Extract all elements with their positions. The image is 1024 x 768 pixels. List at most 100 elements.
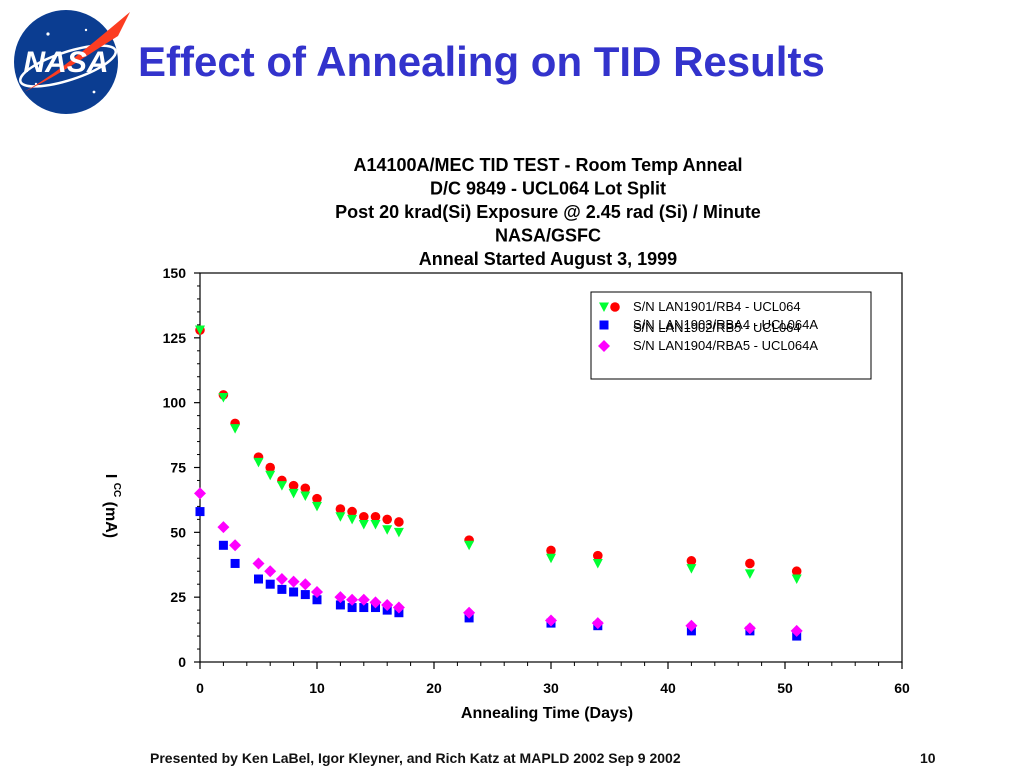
data-point-diamond [369, 596, 382, 609]
footer-text: Presented by Ken LaBel, Igor Kleyner, an… [150, 750, 681, 766]
data-point-triangle-down [546, 553, 556, 564]
nasa-logo: NASA [6, 4, 132, 121]
data-point-circle [312, 493, 322, 504]
x-tick-label: 20 [426, 680, 442, 696]
y-tick-label: 25 [170, 589, 186, 605]
x-tick-label: 60 [894, 680, 910, 696]
chart-title-line: Post 20 krad(Si) Exposure @ 2.45 rad (Si… [335, 202, 761, 222]
data-point-triangle-down [464, 540, 475, 551]
legend-marker [599, 320, 609, 330]
chart-title-line: A14100A/MEC TID TEST - Room Temp Anneal [353, 155, 742, 175]
legend-label: S/N LAN1902/RB5 - UCL064 [633, 320, 801, 335]
data-point-circle [546, 545, 556, 556]
data-point-square [230, 558, 240, 568]
data-point-triangle-down [230, 424, 241, 434]
data-point-triangle-down [195, 325, 205, 336]
y-tick-label: 0 [178, 654, 186, 670]
data-point-circle [265, 462, 276, 473]
data-point-diamond [545, 614, 557, 627]
data-point-triangle-down [288, 488, 299, 499]
data-point-diamond [299, 578, 312, 591]
data-point-circle [745, 558, 755, 569]
data-point-triangle-down [312, 501, 322, 512]
x-tick-label: 40 [660, 680, 676, 696]
legend-marker [598, 340, 610, 352]
legend-marker [610, 302, 620, 312]
data-point-diamond [194, 487, 206, 500]
data-point-square [195, 507, 205, 517]
data-point-circle [347, 506, 357, 517]
data-point-diamond [463, 606, 476, 619]
data-point-diamond [229, 539, 242, 552]
slide-title: Effect of Annealing on TID Results [138, 38, 825, 85]
data-point-diamond [311, 585, 323, 598]
data-point-diamond [790, 624, 803, 637]
data-point-circle [593, 550, 603, 561]
data-point-triangle-down [791, 574, 802, 585]
data-point-circle [394, 517, 404, 527]
data-point-triangle-down [276, 481, 287, 491]
data-point-triangle-down [358, 520, 369, 530]
chart-title-line: Anneal Started August 3, 1999 [419, 249, 677, 269]
y-axis-label: I CC (mA) [102, 474, 122, 538]
data-point-diamond [346, 593, 359, 606]
data-point-diamond [217, 521, 230, 534]
data-point-diamond [287, 575, 300, 588]
data-point-circle [359, 511, 369, 522]
data-point-diamond [252, 557, 265, 570]
data-point-triangle-down [592, 558, 603, 569]
data-point-diamond [275, 573, 288, 586]
y-tick-label: 150 [163, 265, 187, 281]
data-point-circle [370, 511, 381, 522]
data-point-diamond [381, 598, 394, 611]
x-tick-label: 50 [777, 680, 793, 696]
data-point-square [277, 584, 287, 594]
data-point-triangle-down [335, 512, 346, 522]
legend-label: S/N LAN1904/RBA5 - UCL064A [633, 338, 818, 353]
data-point-diamond [685, 619, 698, 632]
data-point-square [289, 587, 299, 597]
data-point-triangle-down [253, 457, 264, 468]
nasa-logo-text: NASA [23, 46, 108, 79]
data-point-square [300, 590, 310, 600]
data-point-diamond [392, 601, 405, 614]
legend-label: S/N LAN1903/RBA4 - UCL064A [633, 317, 818, 332]
y-tick-label: 100 [163, 395, 187, 411]
data-point-square [347, 603, 357, 613]
data-point-triangle-down [382, 525, 393, 535]
data-point-circle [686, 556, 697, 566]
data-point-diamond [264, 565, 277, 578]
data-point-triangle-down [218, 392, 229, 403]
data-point-triangle-down [265, 470, 276, 481]
legend-box [590, 291, 872, 380]
data-point-circle [382, 514, 393, 525]
x-tick-label: 30 [543, 680, 559, 696]
data-point-square [312, 595, 322, 605]
data-point-triangle-down [370, 520, 381, 530]
y-tick-label: 50 [170, 524, 186, 540]
data-point-square [359, 603, 369, 613]
data-point-square [265, 579, 275, 589]
data-point-circle [300, 483, 311, 494]
data-point-square [254, 574, 263, 584]
y-tick-label: 75 [170, 460, 186, 476]
x-axis-label: Annealing Time (Days) [461, 705, 633, 722]
data-point-circle [791, 566, 802, 577]
chart-title-line: D/C 9849 - UCL064 Lot Split [430, 179, 666, 199]
data-point-triangle-down [393, 527, 404, 538]
data-point-triangle-down [300, 491, 311, 502]
chart-title-line: NASA/GSFC [495, 226, 601, 246]
data-point-triangle-down [686, 564, 697, 574]
x-tick-label: 0 [196, 680, 204, 696]
legend-label: S/N LAN1901/RB4 - UCL064 [633, 299, 801, 314]
x-tick-label: 10 [309, 680, 325, 696]
data-point-square [218, 540, 228, 550]
slide-footer: Presented by Ken LaBel, Igor Kleyner, an… [150, 750, 950, 766]
data-point-triangle-down [744, 569, 755, 579]
data-point-triangle-down [347, 514, 358, 525]
data-point-diamond [591, 617, 604, 630]
page-number: 10 [920, 750, 936, 766]
data-point-circle [288, 480, 299, 491]
data-point-diamond [334, 591, 347, 604]
